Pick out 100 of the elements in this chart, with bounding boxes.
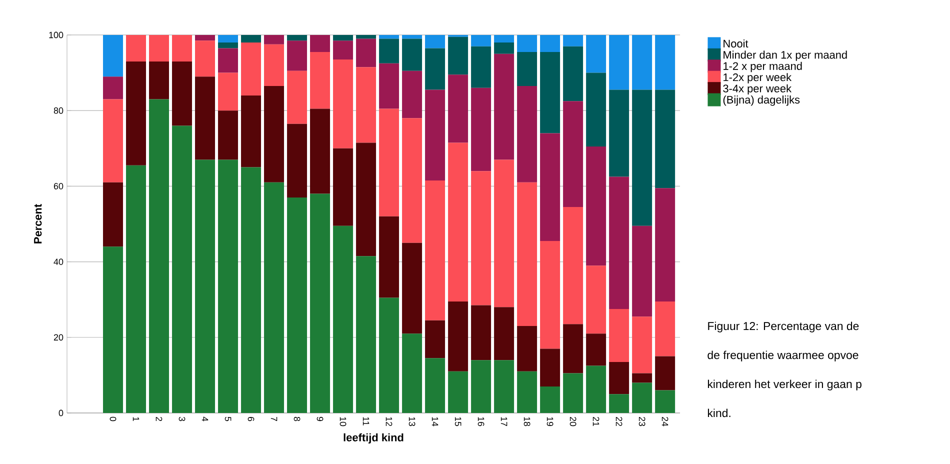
x-tick-label: 3 (178, 416, 186, 422)
y-tick-label: 80 (54, 107, 64, 114)
bar (333, 148, 354, 226)
bar (448, 74, 468, 143)
bar (310, 194, 330, 413)
bar (356, 34, 376, 39)
bar (379, 108, 400, 216)
bar (402, 334, 422, 413)
bar (517, 371, 538, 413)
bar (540, 386, 560, 413)
x-tick-label: 6 (248, 416, 254, 422)
bar (310, 108, 330, 194)
x-tick-label: 11 (362, 417, 370, 426)
bar (517, 326, 538, 372)
bar (379, 34, 400, 39)
bar (287, 198, 308, 413)
bar (402, 34, 422, 39)
bar (218, 160, 238, 413)
bar (333, 226, 354, 413)
bar (264, 44, 284, 86)
bar (402, 70, 422, 118)
bar (241, 167, 262, 413)
bar (425, 48, 446, 90)
legend-label: 1-2x per week (724, 73, 792, 84)
bar (494, 360, 514, 413)
bar (241, 42, 262, 96)
bar (402, 38, 422, 71)
x-tick-label: 8 (294, 416, 300, 422)
bar (425, 320, 446, 358)
text: Figuur 12: Percentage van de (708, 322, 859, 332)
bar (425, 180, 446, 320)
bar (517, 52, 538, 86)
x-tick-label: 2 (156, 416, 162, 422)
legend-label: 3-4x per week (723, 84, 792, 95)
bar (586, 334, 606, 366)
bar (632, 382, 652, 413)
y-axis-title: Percent (34, 204, 42, 244)
x-tick-label: 12 (386, 417, 392, 426)
x-tick-label: 23 (638, 416, 646, 426)
bar (655, 188, 676, 302)
y-tick-label: 20 (54, 334, 64, 341)
x-tick-label: 15 (454, 417, 462, 426)
bar (655, 34, 676, 90)
bar (494, 42, 514, 54)
text: kinderen het verkeer in gaan p (708, 380, 862, 390)
bar (425, 34, 446, 48)
bar (149, 61, 170, 100)
y-tick-label: 0 (58, 410, 64, 416)
bar (264, 86, 284, 182)
bar (218, 42, 238, 48)
bar (448, 301, 468, 372)
bar (103, 246, 124, 413)
bar (379, 216, 400, 298)
bar (471, 171, 492, 306)
x-tick-label: 21 (592, 416, 600, 426)
bar (563, 34, 584, 46)
bar (310, 52, 330, 109)
bar (103, 76, 124, 100)
x-tick-label: 10 (340, 417, 346, 426)
bar (241, 95, 262, 168)
bar (517, 86, 538, 182)
bar (287, 70, 308, 124)
bar (609, 309, 630, 362)
x-tick-label: 7 (270, 416, 278, 422)
x-tick-label: 14 (432, 417, 438, 426)
bar (218, 110, 238, 160)
bar (333, 60, 354, 148)
bar (540, 348, 560, 387)
bar (655, 390, 676, 413)
bar (425, 90, 446, 181)
bar (517, 34, 538, 52)
bar (448, 371, 468, 413)
bar (563, 206, 584, 324)
bar (540, 34, 560, 52)
legend-label: Minder dan 1x per maand (724, 50, 847, 61)
bar (471, 360, 492, 413)
bar (103, 34, 124, 77)
bar (195, 40, 216, 77)
bar (195, 76, 216, 160)
bar (632, 316, 652, 374)
bar (632, 373, 652, 383)
bar (218, 34, 238, 43)
bar (172, 126, 192, 413)
bar (632, 90, 652, 226)
bar (448, 36, 468, 75)
bar (379, 38, 400, 64)
x-tick-label: 5 (224, 416, 232, 422)
legend-label: 1-2 x per maand (724, 62, 802, 72)
x-tick-label: 4 (202, 416, 208, 422)
bar (218, 72, 238, 111)
bar (632, 34, 652, 90)
bar (586, 266, 606, 334)
bar (471, 46, 492, 88)
bar (402, 118, 422, 243)
x-tick-label: 17 (500, 417, 508, 426)
bar (333, 34, 354, 41)
bar (494, 54, 514, 160)
bar (632, 226, 652, 317)
bar (655, 301, 676, 356)
legend-label: (Bijna) dagelijks (723, 96, 800, 106)
